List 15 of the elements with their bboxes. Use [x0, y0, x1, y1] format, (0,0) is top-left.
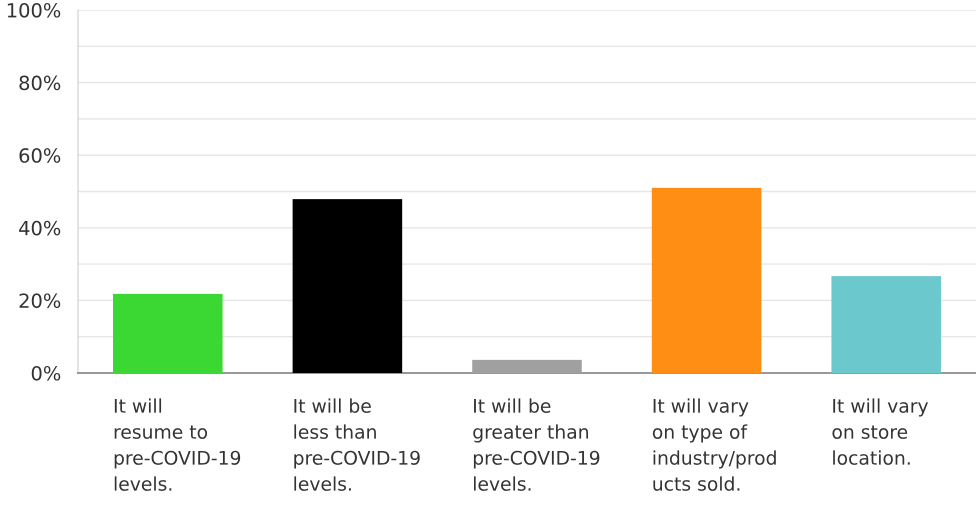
- y-tick-label: 80%: [19, 76, 60, 90]
- x-tick-label: It will be less than pre-COVID-19 levels.: [294, 398, 420, 491]
- y-tick-label: 60%: [19, 148, 60, 163]
- y-tick-label: 0%: [32, 366, 60, 381]
- x-tick-label: It will vary on type of industry/prod ucts sold.: [652, 398, 776, 491]
- y-tick-label: 40%: [19, 220, 60, 236]
- bar: [113, 294, 223, 373]
- x-tick-label: It will be greater than pre-COVID-19 levels.: [473, 398, 600, 491]
- bar: [292, 199, 402, 373]
- y-tick-label: 100%: [8, 2, 60, 18]
- y-tick-label: 20%: [20, 293, 60, 308]
- bar: [652, 188, 762, 373]
- bar: [831, 276, 941, 373]
- x-tick-label: It will vary on store location.: [832, 398, 928, 465]
- x-tick-label: It will resume to pre-COVID-19 levels.: [114, 398, 240, 491]
